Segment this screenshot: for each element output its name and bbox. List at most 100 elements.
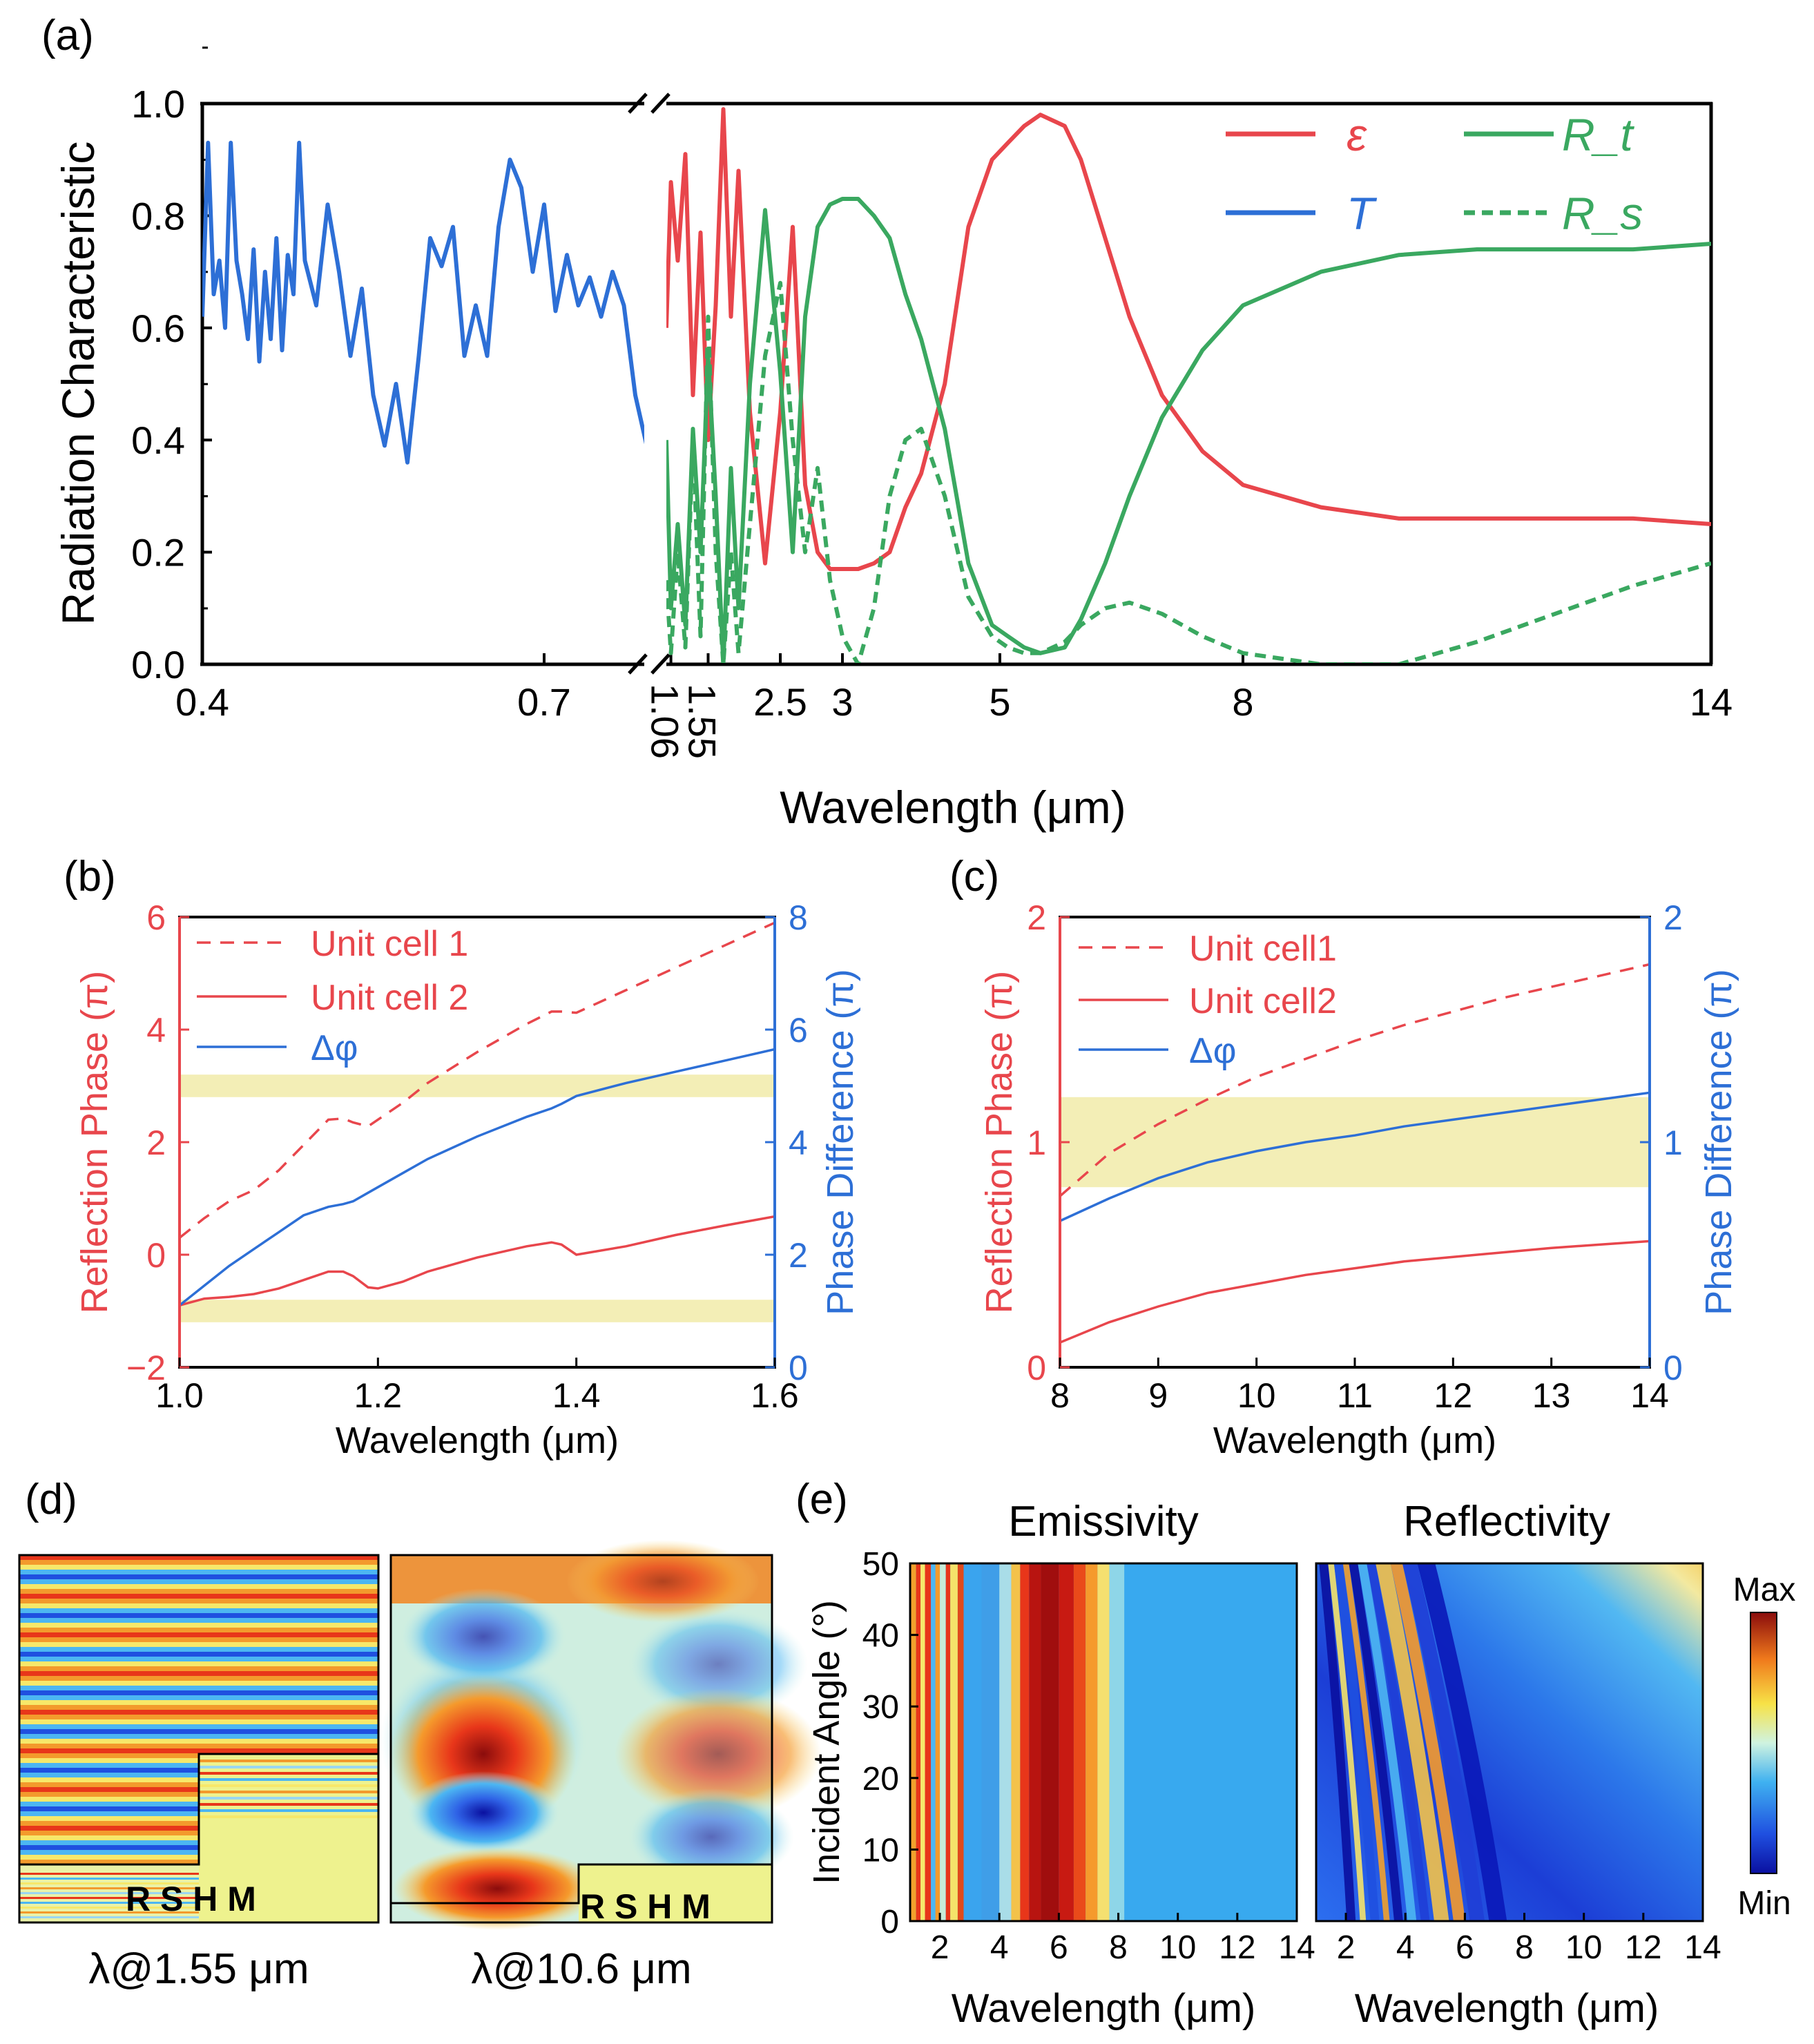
panel-a-frame bbox=[200, 93, 1713, 675]
thin-layer-stripe bbox=[19, 1902, 199, 1904]
field-stripe bbox=[19, 1652, 378, 1657]
panel-c-x-label: Wavelength (μm) bbox=[1213, 1420, 1496, 1461]
e-x-tick-label-0-6: 6 bbox=[1050, 1929, 1068, 1966]
reflectivity-fringe bbox=[1358, 1563, 1417, 1921]
series-line-- bbox=[180, 1048, 775, 1307]
thin-layer-stripe bbox=[19, 1873, 199, 1875]
a-x-tick-label-3: 3 bbox=[831, 680, 853, 724]
emissivity-stripe bbox=[1041, 1563, 1059, 1921]
e-x-tick-label-1-6: 6 bbox=[1456, 1929, 1474, 1966]
field-stripe bbox=[19, 1603, 378, 1608]
field-stripe bbox=[19, 1792, 199, 1797]
panel-e: (e) Emissivity Reflectivity 2 4 6 8 10 12 14 2 4… bbox=[795, 1476, 1795, 2031]
thin-layer-stripe bbox=[19, 1907, 199, 1909]
field-stripe bbox=[19, 1618, 378, 1623]
emissivity-map-title: Emissivity bbox=[1008, 1498, 1199, 1545]
a-x-tick-label-14: 14 bbox=[1690, 680, 1733, 724]
thin-layer-stripe bbox=[19, 1887, 199, 1889]
emissivity-stripe bbox=[920, 1563, 925, 1921]
panel-b-axes: 1.0 1.2 1.4 1.6 −2 0 2 4 6 0 2 4 6 8 bbox=[126, 898, 808, 1415]
field-stripe bbox=[19, 1666, 378, 1671]
series-line-unit-cell-2 bbox=[180, 1215, 775, 1307]
b-y-tick-label-6: 6 bbox=[146, 898, 166, 937]
field-stripe bbox=[19, 1695, 378, 1700]
field-map-1550nm-thin-layers bbox=[19, 1759, 378, 1918]
series-line-unit-cell-1 bbox=[180, 921, 775, 1239]
legend-label-unit-cell-2: Unit cell 2 bbox=[311, 978, 468, 1018]
e-x-tick-label-0-2: 2 bbox=[931, 1929, 949, 1966]
series-line-unit-cell2 bbox=[1060, 1240, 1650, 1344]
reflectivity-map-frame bbox=[1315, 1562, 1704, 1922]
a-x-tick-label-0-7: 0.7 bbox=[517, 680, 571, 724]
thin-layer-stripe bbox=[199, 1797, 378, 1800]
field-stripe bbox=[19, 1773, 199, 1777]
field-stripe bbox=[19, 1850, 199, 1855]
field-stripe bbox=[19, 1676, 378, 1681]
field-map-10600nm-caption: λ@10.6 μm bbox=[471, 1945, 691, 1993]
a-x-tick-label-1-06: 1.06 bbox=[644, 684, 687, 759]
field-stripe bbox=[19, 1758, 199, 1763]
c-y-tick-label-1: 1 bbox=[1027, 1124, 1046, 1162]
panel-b-y-label: Reflection Phase (π) bbox=[74, 971, 115, 1313]
legend-label-rt: R_t bbox=[1562, 109, 1634, 160]
field-stripe bbox=[19, 1835, 199, 1840]
emissivity-stripe bbox=[1059, 1563, 1074, 1921]
field-stripe bbox=[19, 1777, 199, 1782]
panel-a-series bbox=[202, 107, 1711, 663]
series-line-t bbox=[202, 140, 644, 465]
a-x-tick-label-1-55: 1.55 bbox=[681, 684, 724, 759]
field-stripe bbox=[19, 1661, 378, 1666]
e-x-tick-label-0-12: 12 bbox=[1219, 1929, 1255, 1966]
reflectivity-map-stripes bbox=[1319, 1563, 1507, 1921]
c-y-right-tick-label-2: 2 bbox=[1663, 898, 1683, 937]
field-map-1550nm-caption: λ@1.55 μm bbox=[88, 1945, 309, 1993]
b-y-right-tick-label-4: 4 bbox=[789, 1124, 808, 1162]
b-y-tick-label-0: 0 bbox=[146, 1236, 166, 1275]
reflectivity-fringe bbox=[1390, 1563, 1466, 1921]
emissivity-stripe bbox=[935, 1563, 940, 1921]
field-stripe bbox=[19, 1768, 199, 1773]
field-map-10600nm-frame bbox=[389, 1554, 773, 1924]
field-stripe bbox=[19, 1802, 199, 1806]
series-line-- bbox=[1060, 1091, 1650, 1222]
e-x-tick-label-1-8: 8 bbox=[1515, 1929, 1534, 1966]
panel-b-y-label-right: Phase Difference (π) bbox=[820, 969, 861, 1315]
field-map-1550nm-structure-outline bbox=[19, 1753, 378, 1866]
a-y-tick-label-0-4: 0.4 bbox=[131, 418, 185, 462]
reflectivity-map-x-label: Wavelength (μm) bbox=[1355, 1986, 1659, 2031]
e-x-tick-label-1-2: 2 bbox=[1337, 1929, 1355, 1966]
field-stripe bbox=[19, 1739, 378, 1744]
series-line-unit-cell1 bbox=[1060, 963, 1650, 1197]
legend-label-epsilon: ε bbox=[1347, 109, 1367, 160]
b-y-right-tick-label-6: 6 bbox=[789, 1011, 808, 1050]
field-stripe bbox=[19, 1637, 378, 1642]
legend-label-unit-cell-1: Unit cell 1 bbox=[311, 924, 468, 964]
emissivity-stripe bbox=[999, 1563, 1012, 1921]
thin-layer-stripe bbox=[199, 1778, 378, 1781]
b-y-right-tick-label-2: 2 bbox=[789, 1236, 808, 1275]
field-map-1550nm-frame bbox=[18, 1554, 380, 1924]
panel-d-label: (d) bbox=[25, 1476, 77, 1523]
field-stripe bbox=[19, 1681, 378, 1686]
series-line-- bbox=[666, 107, 1711, 571]
reflectivity-fringe bbox=[1342, 1563, 1390, 1921]
panel-c-highlight-bands bbox=[1060, 1097, 1650, 1188]
field-stripe bbox=[19, 1715, 378, 1719]
field-stripe bbox=[19, 1628, 378, 1632]
b-band bbox=[180, 1074, 775, 1097]
emissivity-stripe bbox=[931, 1563, 936, 1921]
c-y-right-tick-label-0: 0 bbox=[1663, 1349, 1683, 1387]
emissivity-stripe bbox=[1085, 1563, 1098, 1921]
field-stripe bbox=[19, 1831, 199, 1835]
field-map-10600nm-structure-outline bbox=[391, 1863, 772, 1905]
field-stripe bbox=[19, 1657, 378, 1661]
panel-a-x-axis: 0.4 0.7 1.061.55 2.5 3 5 8 14 bbox=[175, 653, 1733, 759]
e-y-tick-label-40: 40 bbox=[862, 1618, 899, 1655]
a-y-tick-label-0-6: 0.6 bbox=[131, 307, 185, 350]
field-stripe bbox=[19, 1719, 378, 1724]
c-x-tick-label-8: 8 bbox=[1050, 1376, 1070, 1415]
field-stripe bbox=[19, 1647, 378, 1652]
panel-a-legend: ε R_t T R_s bbox=[1226, 109, 1643, 239]
e-x-tick-label-1-10: 10 bbox=[1565, 1929, 1602, 1966]
emissivity-stripe bbox=[950, 1563, 958, 1921]
